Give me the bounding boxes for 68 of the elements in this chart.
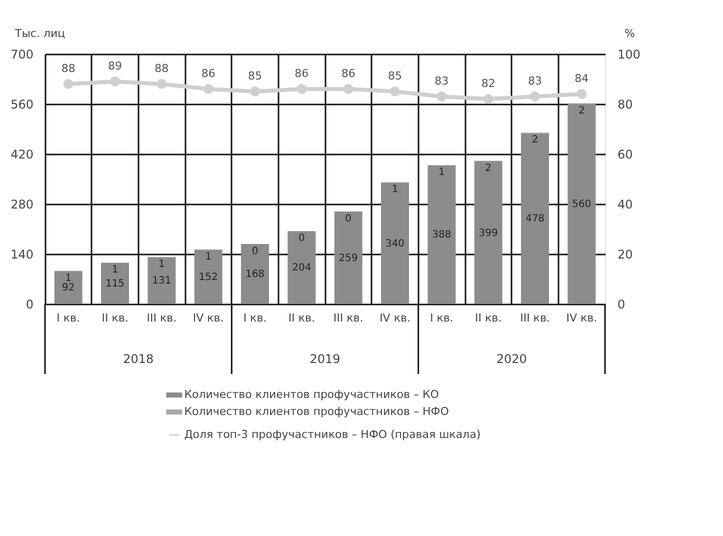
- y2-tick-label: 80: [618, 98, 633, 112]
- data-label: 399: [478, 228, 498, 239]
- x-tick-label: I кв.: [56, 312, 80, 324]
- x-tick-label: IV кв.: [380, 312, 410, 324]
- y-axis-title: Тыс. лиц: [14, 27, 66, 40]
- data-label: 88: [61, 62, 76, 75]
- x-tick-label: III кв.: [146, 312, 177, 324]
- text: 2018: [123, 352, 154, 366]
- data-label: 1: [392, 184, 398, 196]
- data-label: 85: [388, 70, 402, 82]
- data-label: 84: [574, 72, 589, 85]
- x-tick-label: II кв.: [475, 312, 502, 324]
- data-label: 1: [112, 264, 118, 276]
- y-tick-label: 0: [26, 298, 34, 312]
- data-label: 131: [152, 276, 172, 287]
- x-tick-label: II кв.: [102, 312, 128, 324]
- data-label: 86: [294, 67, 309, 80]
- data-label: 168: [245, 269, 265, 280]
- y-tick-label: 280: [10, 198, 34, 212]
- x-tick-label: III кв.: [333, 312, 364, 324]
- y2-axis-title: %: [624, 27, 635, 40]
- data-label: 115: [105, 278, 125, 290]
- data-label: 83: [434, 74, 449, 88]
- data-label: 560: [572, 199, 592, 210]
- y-tick-label: 420: [10, 148, 34, 162]
- data-label: 204: [292, 262, 312, 274]
- data-label: 89: [108, 60, 122, 72]
- data-label: 340: [385, 238, 405, 250]
- data-label: 1: [438, 167, 445, 178]
- data-label: 152: [198, 272, 218, 283]
- y2-tick-label: 100: [618, 48, 640, 62]
- data-label: 0: [345, 214, 352, 224]
- x-tick-label: IV кв.: [192, 312, 224, 324]
- data-label: 86: [341, 67, 356, 80]
- y2-tick-label: 20: [618, 248, 633, 262]
- x-tick-label: I кв.: [430, 312, 454, 324]
- y2-tick-label: 60: [618, 148, 633, 162]
- data-label: 478: [525, 214, 545, 225]
- legend-label: Количество клиентов профучастников – НФО: [184, 405, 450, 418]
- data-label: 2: [532, 134, 538, 146]
- data-label: 1: [205, 251, 212, 262]
- y2-tick-label: 0: [618, 298, 626, 312]
- legend-label: Доля топ-3 профучастников – НФО (правая шкала): [184, 428, 481, 441]
- data-label: 1: [158, 258, 165, 270]
- text: 2020: [496, 352, 527, 366]
- data-label: 0: [252, 246, 258, 257]
- data-label: 85: [248, 70, 262, 82]
- y2-tick-label: 40: [618, 198, 633, 212]
- data-label: 0: [298, 233, 305, 244]
- data-label: 92: [62, 282, 75, 294]
- data-label: 83: [528, 74, 542, 88]
- data-label: 2: [485, 162, 492, 174]
- x-tick-label: II кв.: [288, 312, 315, 324]
- y-tick-label: 560: [10, 98, 34, 112]
- data-label: 1: [65, 272, 72, 284]
- data-label: 82: [481, 77, 496, 90]
- data-label: 86: [201, 67, 216, 80]
- y-tick-label: 140: [10, 248, 34, 262]
- data-label: 388: [432, 230, 452, 241]
- text: 2019: [310, 352, 340, 366]
- x-tick-label: IV кв.: [566, 312, 598, 324]
- data-label: 2: [578, 105, 585, 116]
- x-tick-label: I кв.: [243, 312, 267, 324]
- data-label: 88: [154, 62, 169, 75]
- data-label: 259: [338, 252, 358, 264]
- x-tick-label: III кв.: [520, 312, 550, 324]
- y-tick-label: 700: [10, 48, 34, 62]
- legend-label: Количество клиентов профучастников – КО: [184, 388, 440, 401]
